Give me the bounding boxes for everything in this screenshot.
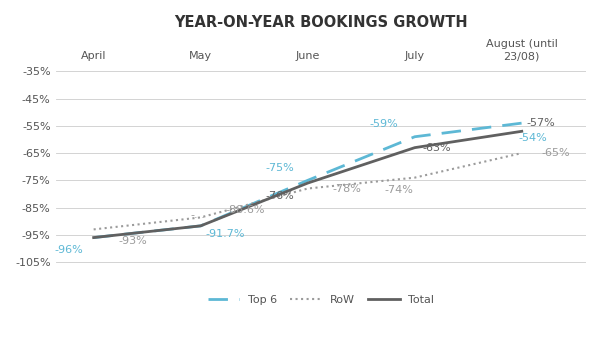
Text: -78%: -78% — [333, 184, 362, 193]
Text: -75%: -75% — [266, 163, 294, 173]
Text: -93%: -93% — [118, 236, 147, 245]
Text: -76%: -76% — [266, 191, 294, 201]
Legend: Top 6, RoW, Total: Top 6, RoW, Total — [203, 290, 439, 310]
Text: -74%: -74% — [384, 185, 413, 195]
Text: -...: -... — [191, 210, 206, 220]
Text: -88.6%: -88.6% — [226, 205, 265, 216]
Text: -91.7%: -91.7% — [206, 229, 245, 239]
Text: -59%: -59% — [370, 119, 398, 129]
Text: -57%: -57% — [527, 118, 555, 128]
Title: YEAR-ON-YEAR BOOKINGS GROWTH: YEAR-ON-YEAR BOOKINGS GROWTH — [174, 15, 468, 30]
Text: -63%: -63% — [423, 143, 451, 153]
Text: -96%: -96% — [54, 245, 83, 255]
Text: -54%: -54% — [519, 133, 548, 143]
Text: -65%: -65% — [542, 148, 570, 158]
